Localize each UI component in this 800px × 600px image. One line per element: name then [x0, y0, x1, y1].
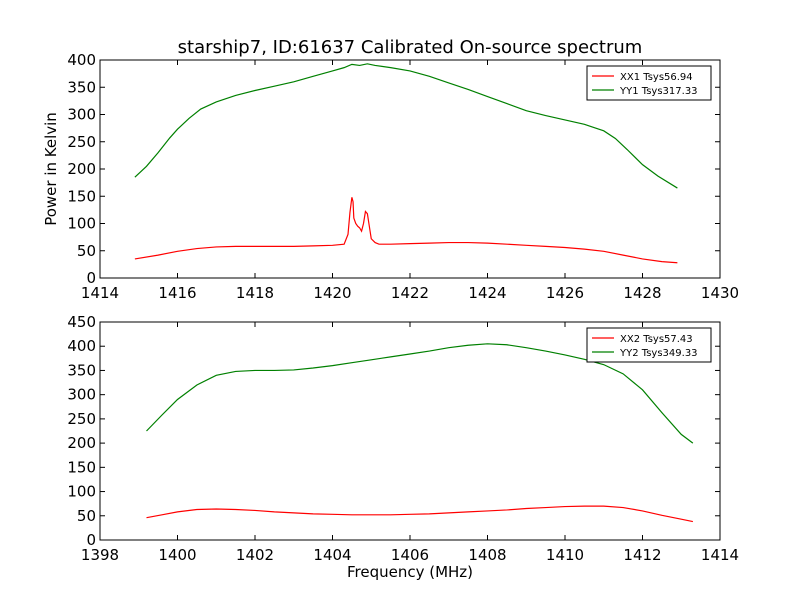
bottom-ytick-label: 350: [67, 361, 96, 379]
bottom-legend-label-1: XX2 Tsys57.43: [620, 334, 693, 345]
bottom-xtick-label: 1412: [623, 546, 661, 564]
top-plot: 1414 1416 1418 1420 1422 1424 1426 1428 1430 0 50 1…: [67, 51, 739, 302]
top-legend-label-1: XX1 Tsys56.94: [620, 72, 693, 83]
bottom-plot: 1398 1400 1402 1404 1406 1408 1410 1412 1414 0 50 1…: [67, 313, 739, 564]
bottom-ytick-label: 150: [67, 458, 96, 476]
top-xtick-label: 1422: [391, 284, 429, 302]
bottom-legend: [586, 327, 712, 363]
top-xtick-label: 1430: [701, 284, 739, 302]
top-xtick-label: 1418: [236, 284, 274, 302]
bottom-xtick-label: 1398: [81, 546, 119, 564]
bottom-ytick-label: 300: [67, 386, 96, 404]
bottom-ytick-label: 0: [86, 531, 96, 549]
bottom-xtick-label: 1410: [546, 546, 584, 564]
bottom-ytick-label: 450: [67, 313, 96, 331]
top-legend: [586, 65, 712, 101]
top-series-line-2: [134, 63, 678, 189]
top-xtick-label: 1420: [313, 284, 351, 302]
bottom-xtick-label: 1406: [391, 546, 429, 564]
bottom-ytick-label: 250: [67, 410, 96, 428]
bottom-series-line-1: [146, 505, 693, 523]
top-xtick-label: 1424: [468, 284, 506, 302]
top-ytick-label: 250: [67, 133, 96, 151]
top-ytick-label: 0: [86, 269, 96, 287]
bottom-xtick-label: 1402: [236, 546, 274, 564]
bottom-ytick-label: 200: [67, 434, 96, 452]
top-xtick-label: 1414: [81, 284, 119, 302]
bottom-ytick-label: 400: [67, 337, 96, 355]
bottom-series-line-2: [146, 343, 694, 444]
top-plot-ylabel: Power in Kelvin: [42, 112, 60, 226]
top-ytick-label: 300: [67, 106, 96, 124]
bottom-xtick-label: 1400: [158, 546, 196, 564]
bottom-ytick-label: 50: [77, 507, 96, 525]
top-ytick-label: 100: [67, 215, 96, 233]
bottom-plot-xlabel: Frequency (MHz): [347, 563, 473, 581]
bottom-xtick-label: 1408: [468, 546, 506, 564]
top-legend-label-2: YY1 Tsys317.33: [619, 86, 698, 97]
top-xtick-label: 1426: [546, 284, 584, 302]
top-xtick-label: 1416: [158, 284, 196, 302]
bottom-xtick-label: 1404: [313, 546, 351, 564]
top-series-line-1: [134, 197, 678, 264]
top-ytick-label: 350: [67, 78, 96, 96]
top-ytick-label: 50: [77, 242, 96, 260]
bottom-xtick-label: 1414: [701, 546, 739, 564]
top-xtick-label: 1428: [623, 284, 661, 302]
bottom-ytick-label: 100: [67, 483, 96, 501]
top-ytick-label: 400: [67, 51, 96, 69]
bottom-legend-label-2: YY2 Tsys349.33: [619, 348, 698, 359]
top-ytick-label: 200: [67, 160, 96, 178]
top-ytick-label: 150: [67, 187, 96, 205]
figure-title: starship7, ID:61637 Calibrated On-source…: [178, 37, 643, 58]
